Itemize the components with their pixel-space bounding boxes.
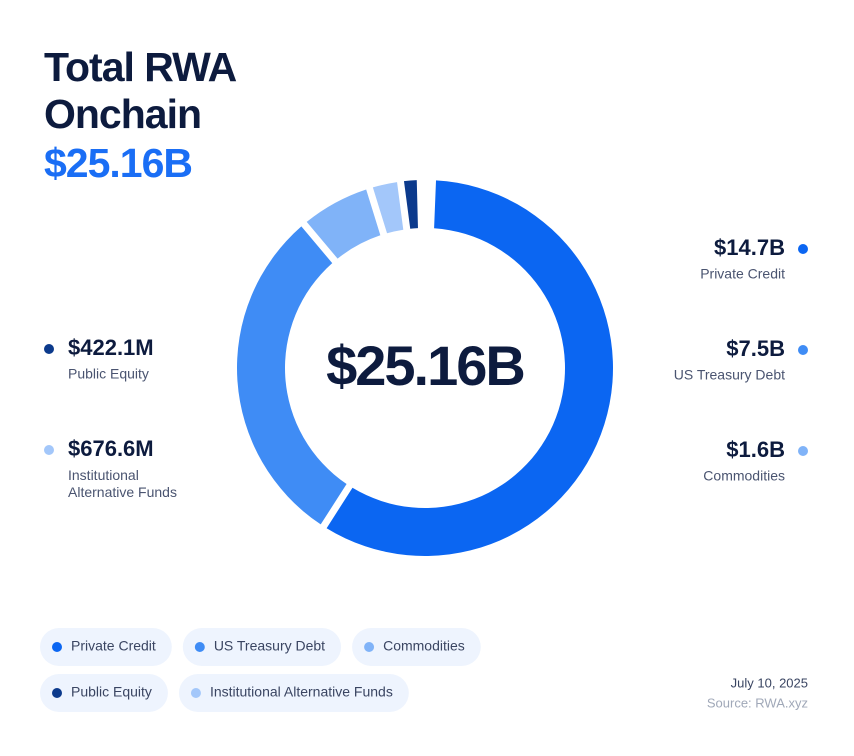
category-label: Commodities: [703, 468, 785, 484]
legend-label: Public Equity: [71, 684, 152, 700]
legend-label: Institutional Alternative Funds: [210, 684, 393, 700]
legend-dot: [52, 642, 62, 652]
donut-segment: [306, 189, 381, 259]
category-label: Public Equity: [68, 366, 149, 382]
legend-pill: [352, 628, 481, 666]
legend-dot: [194, 642, 205, 652]
label-dot: [44, 445, 54, 455]
value-label: $676.6M: [68, 436, 154, 461]
legend-pill: [178, 674, 409, 712]
value-label: $14.7B: [714, 235, 785, 260]
legend-dot: [190, 688, 201, 698]
legend-dot: [52, 688, 62, 698]
legend-label: US Treasury Debt: [214, 638, 325, 654]
donut-segment: [372, 182, 404, 234]
legend-pill: [40, 628, 172, 666]
legend-label: Commodities: [383, 638, 465, 654]
headline-total: $25.16B: [44, 140, 193, 186]
label-dot: [798, 446, 808, 456]
legend-label: Private Credit: [71, 638, 156, 654]
value-label: $422.1M: [68, 335, 154, 360]
legend-pill: [40, 674, 168, 712]
date: July 10, 2025: [731, 675, 808, 690]
center-total: $25.16B: [326, 334, 524, 397]
value-label: $1.6B: [726, 437, 785, 462]
category-label: Private Credit: [700, 266, 785, 282]
label-dot: [798, 244, 808, 254]
category-label: Institutional Alternative Funds: [68, 467, 177, 500]
donut-segment: [403, 180, 418, 229]
label-dot: [44, 344, 54, 354]
title: Total RWA Onchain: [44, 44, 236, 137]
label-dot: [798, 345, 808, 355]
value-label: $7.5B: [726, 336, 785, 361]
legend-dot: [364, 642, 375, 652]
donut-segment: [326, 180, 613, 557]
category-label: US Treasury Debt: [674, 367, 785, 383]
source: Source: RWA.xyz: [707, 695, 808, 710]
donut-segment: [236, 226, 347, 525]
legend-pill: [182, 628, 342, 666]
